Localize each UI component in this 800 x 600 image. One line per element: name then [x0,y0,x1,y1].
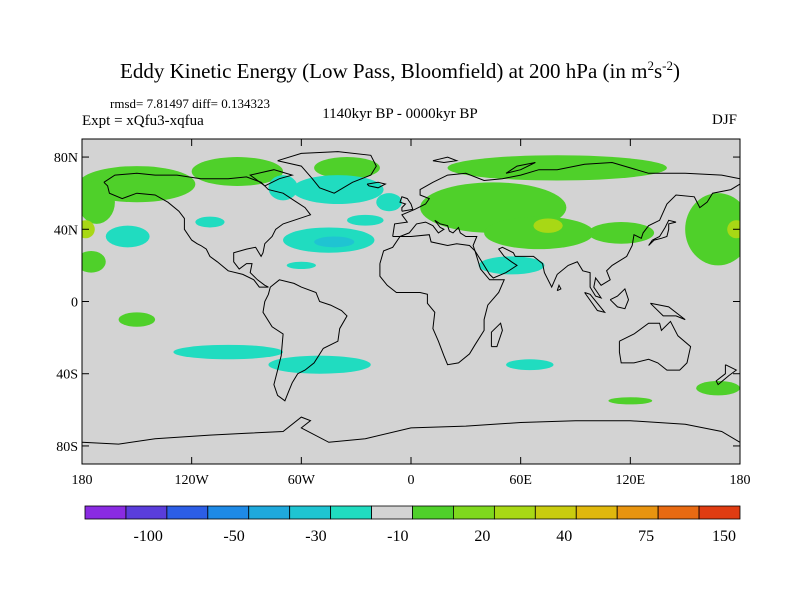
coastline-australia [618,320,692,371]
stats-label: rmsd= 7.81497 diff= 0.134323 [110,96,270,111]
anomaly-region-east-pacific-40n [105,225,150,248]
x-tick-label: 60W [288,473,316,488]
period-label: 1140kyr BP - 0000kyr BP [322,106,478,122]
colorbar-swatch [330,505,372,520]
anomaly-layer [82,155,740,405]
anomaly-region-eurasia-east [484,216,594,250]
anomaly-region-north-atlantic [292,175,384,204]
colorbar-swatch [125,505,168,520]
x-tick-label: 60E [509,473,532,488]
anomaly-region-arctic-canada [191,157,284,186]
colorbar-swatch [657,505,700,520]
coastline-novaya-zemlya [505,162,536,174]
map-background [82,139,740,464]
coastline-south-america [262,279,348,402]
anomaly-region-pacific-east-low [82,250,106,273]
coastline-new-guinea [650,302,686,321]
colorbar-swatch [289,505,332,520]
anomaly-region-atlantic-40n-core [314,236,355,248]
colorbar-label: -100 [134,528,163,545]
coastline-british-isles [399,196,414,212]
coastline-eurasia [392,161,740,299]
anomaly-region-north-pacific-west [82,180,115,224]
colorbar-swatch [698,505,741,520]
anomaly-region-south-pacific-west [118,312,156,327]
anomaly-region-arctic-greenland [314,157,380,179]
coastline-madagascar [490,322,503,348]
colorbar-swatch [493,505,536,520]
coastline-layer [82,151,740,445]
y-tick-label: 40S [56,368,78,383]
colorbar-swatch [616,505,659,520]
y-tick-label: 80S [56,440,78,455]
x-tick-label: 120E [616,473,646,488]
colorbar-swatch [166,505,209,520]
coastline-iceland [366,181,387,189]
coastline-svalbard [432,156,459,164]
colorbar-swatch [84,505,127,520]
colorbar-label: -10 [387,528,408,545]
y-axis: 80N 40N 0 40S 80S [54,151,740,455]
anomaly-region-south-atlantic [268,355,371,374]
coastline-sumatra [584,292,607,314]
anomaly-region-south-pacific-east [696,380,740,396]
coastline-antarctica [82,416,740,445]
coastline-africa [379,234,505,366]
colorbar-swatch [575,505,618,520]
coastline-sri-lanka [556,284,562,292]
colorbar-label: 20 [474,528,490,545]
x-tick-label: 180 [72,473,93,488]
y-tick-label: 40N [54,223,78,238]
coastline-japan [648,219,677,246]
anomaly-region-arctic-siberia [447,155,667,181]
colorbar-label: -50 [223,528,244,545]
colorbar-label: 40 [556,528,572,545]
experiment-label: Expt = xQfu3-xqfua [82,113,204,129]
anomaly-region-north-atlantic-east [376,193,402,212]
coastline-greenland [277,151,377,194]
colorbar: -100 -50 -30 -10 20 40 75 150 [84,505,741,545]
anomaly-region-east-asia [588,222,655,244]
x-tick-label: 180 [730,473,751,488]
season-label: DJF [712,112,738,128]
coastline-new-zealand [715,364,738,386]
anomaly-region-canada-patch [268,175,298,201]
chart-title: Eddy Kinetic Energy (Low Pass, Bloomfiel… [120,58,680,83]
colorbar-label: -30 [305,528,326,545]
colorbar-swatch [371,505,413,520]
anomaly-region-southern-ocean [608,397,653,405]
anomaly-region-caribbean-patch [286,261,316,269]
anomaly-region-west-asia-20n [478,256,545,275]
y-tick-label: 0 [71,296,78,311]
anomaly-region-north-atlantic-south [347,214,384,226]
x-tick-label: 0 [408,473,415,488]
colorbar-swatch [453,505,495,520]
anomaly-region-north-pacific-east [685,193,740,266]
colorbar-swatch [207,505,250,520]
anomaly-region-central-asia-core [533,218,563,233]
anomaly-region-south-indian [506,359,554,371]
colorbar-label: 75 [638,528,654,545]
colorbar-label: 150 [712,528,736,545]
colorbar-swatch [412,505,454,520]
colorbar-swatch [248,505,291,520]
coastline-borneo [609,287,630,310]
anomaly-region-south-pacific-band [173,344,284,360]
y-tick-label: 80N [54,151,78,166]
anomaly-region-pacific-patch [195,216,225,228]
colorbar-swatch [534,505,577,520]
x-tick-label: 120W [175,473,210,488]
x-axis: 180 120W 60W 0 60E 120E 180 [72,139,751,488]
coastline-baffin [249,169,295,187]
